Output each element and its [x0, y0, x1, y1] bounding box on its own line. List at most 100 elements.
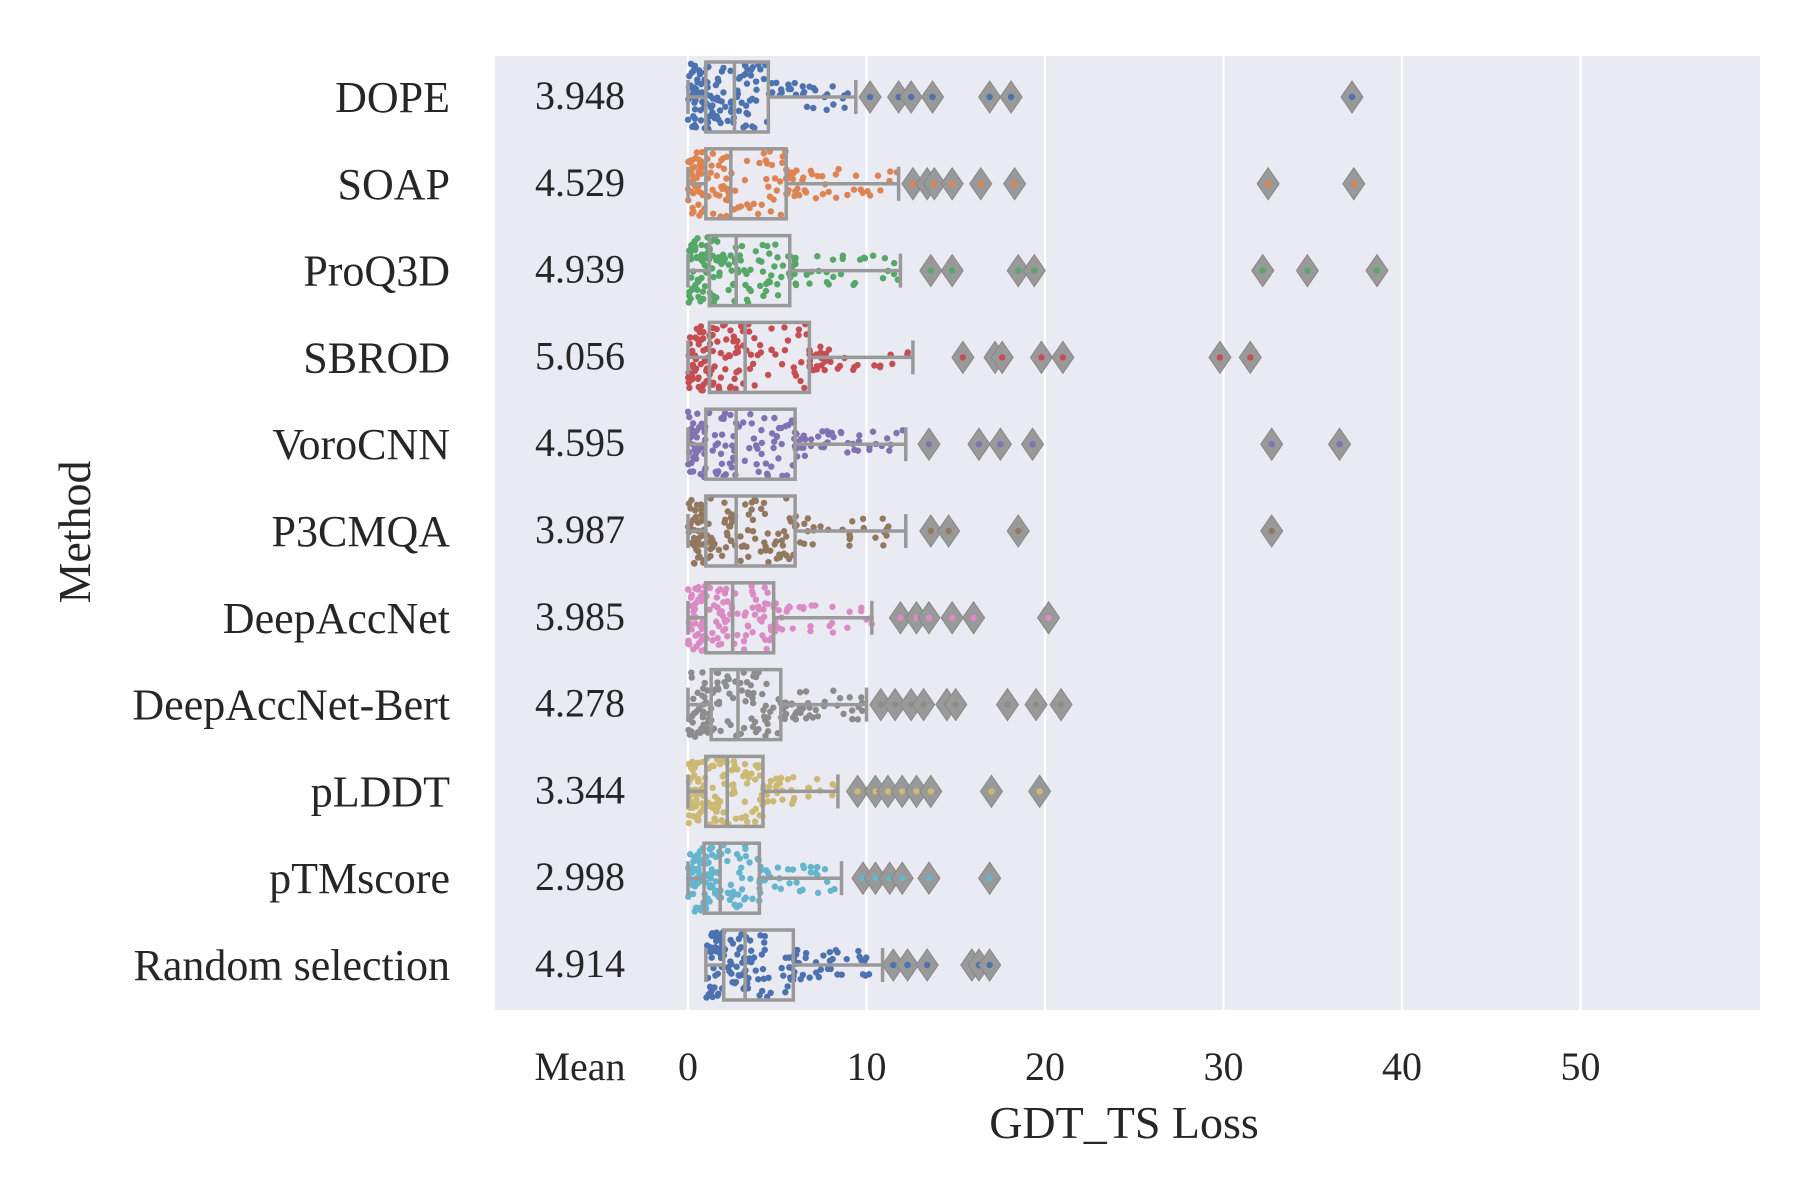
- outlier-point: [948, 614, 956, 621]
- swarm-point: [800, 540, 808, 547]
- swarm-point: [700, 347, 707, 354]
- swarm-point: [792, 372, 800, 379]
- swarm-point: [817, 343, 824, 350]
- swarm-point: [879, 274, 887, 282]
- mean-value-label: 3.948: [535, 73, 625, 118]
- swarm-point: [684, 408, 692, 416]
- swarm-point: [716, 760, 724, 768]
- swarm-point: [829, 629, 837, 636]
- swarm-point: [685, 379, 692, 386]
- swarm-point: [846, 542, 853, 549]
- swarm-point: [855, 947, 862, 955]
- swarm-point: [743, 543, 750, 550]
- outlier-point: [1216, 354, 1224, 361]
- swarm-point: [832, 946, 840, 954]
- swarm-point: [713, 869, 720, 876]
- swarm-point: [743, 80, 751, 87]
- swarm-point: [765, 974, 772, 982]
- swarm-point: [759, 268, 767, 275]
- swarm-point: [694, 548, 702, 555]
- swarm-point: [770, 196, 777, 203]
- outlier-point: [854, 788, 861, 795]
- swarm-point: [689, 420, 697, 427]
- swarm-point: [724, 673, 731, 680]
- outlier-point: [1031, 267, 1038, 274]
- swarm-point: [761, 716, 769, 724]
- swarm-point: [701, 679, 708, 687]
- swarm-point: [689, 516, 697, 524]
- swarm-point: [893, 429, 900, 437]
- mean-value-label: 3.987: [535, 507, 625, 552]
- swarm-point: [829, 83, 836, 90]
- swarm-point: [733, 963, 740, 970]
- swarm-point: [723, 616, 731, 624]
- swarm-point: [704, 895, 711, 902]
- swarm-point: [690, 559, 698, 567]
- swarm-point: [844, 449, 851, 456]
- swarm-point: [832, 171, 840, 178]
- swarm-point: [720, 165, 728, 172]
- swarm-point: [800, 88, 808, 96]
- swarm-point: [748, 506, 755, 513]
- swarm-point: [807, 627, 814, 635]
- swarm-point: [688, 241, 695, 249]
- swarm-point: [791, 711, 799, 718]
- swarm-point: [877, 187, 884, 194]
- swarm-point: [708, 866, 715, 873]
- swarm-point: [809, 541, 816, 548]
- swarm-point: [721, 519, 728, 526]
- swarm-point: [779, 796, 786, 803]
- swarm-point: [799, 83, 806, 90]
- swarm-point: [743, 818, 751, 825]
- swarm-point: [772, 351, 779, 358]
- swarm-point: [789, 625, 796, 632]
- swarm-point: [763, 160, 771, 167]
- swarm-point: [751, 382, 758, 389]
- swarm-point: [886, 447, 893, 454]
- swarm-point: [740, 419, 747, 426]
- swarm-point: [690, 646, 697, 653]
- swarm-point: [713, 887, 720, 895]
- swarm-point: [688, 165, 695, 172]
- swarm-point: [710, 292, 717, 299]
- swarm-point: [695, 705, 703, 713]
- swarm-point: [698, 274, 705, 282]
- swarm-point: [720, 89, 727, 96]
- swarm-point: [688, 592, 695, 600]
- swarm-point: [749, 123, 756, 130]
- outlier-point: [899, 875, 906, 882]
- swarm-point: [758, 951, 766, 958]
- swarm-point: [738, 886, 746, 893]
- swarm-point: [880, 542, 887, 549]
- swarm-point: [719, 155, 727, 162]
- swarm-point: [761, 414, 768, 422]
- swarm-point: [746, 204, 753, 212]
- swarm-point: [717, 727, 724, 735]
- swarm-point: [764, 798, 771, 805]
- swarm-point: [752, 596, 760, 603]
- swarm-point: [749, 360, 757, 368]
- swarm-point: [758, 618, 765, 625]
- swarm-point: [793, 879, 800, 886]
- swarm-point: [714, 679, 721, 686]
- swarm-point: [695, 865, 702, 873]
- swarm-point: [716, 936, 724, 943]
- swarm-point: [698, 241, 705, 249]
- swarm-point: [733, 903, 740, 910]
- swarm-point: [764, 728, 772, 735]
- swarm-point: [727, 523, 734, 530]
- swarm-point: [822, 350, 830, 358]
- swarm-point: [694, 410, 701, 417]
- swarm-point: [775, 530, 782, 537]
- swarm-point: [770, 438, 778, 445]
- swarm-point: [771, 414, 778, 422]
- swarm-point: [727, 327, 734, 334]
- swarm-point: [721, 625, 729, 633]
- swarm-point: [771, 263, 778, 270]
- swarm-point: [765, 183, 772, 190]
- swarm-point: [708, 762, 716, 770]
- swarm-point: [789, 800, 796, 808]
- swarm-point: [691, 733, 699, 740]
- swarm-point: [858, 607, 865, 615]
- swarm-point: [824, 878, 831, 885]
